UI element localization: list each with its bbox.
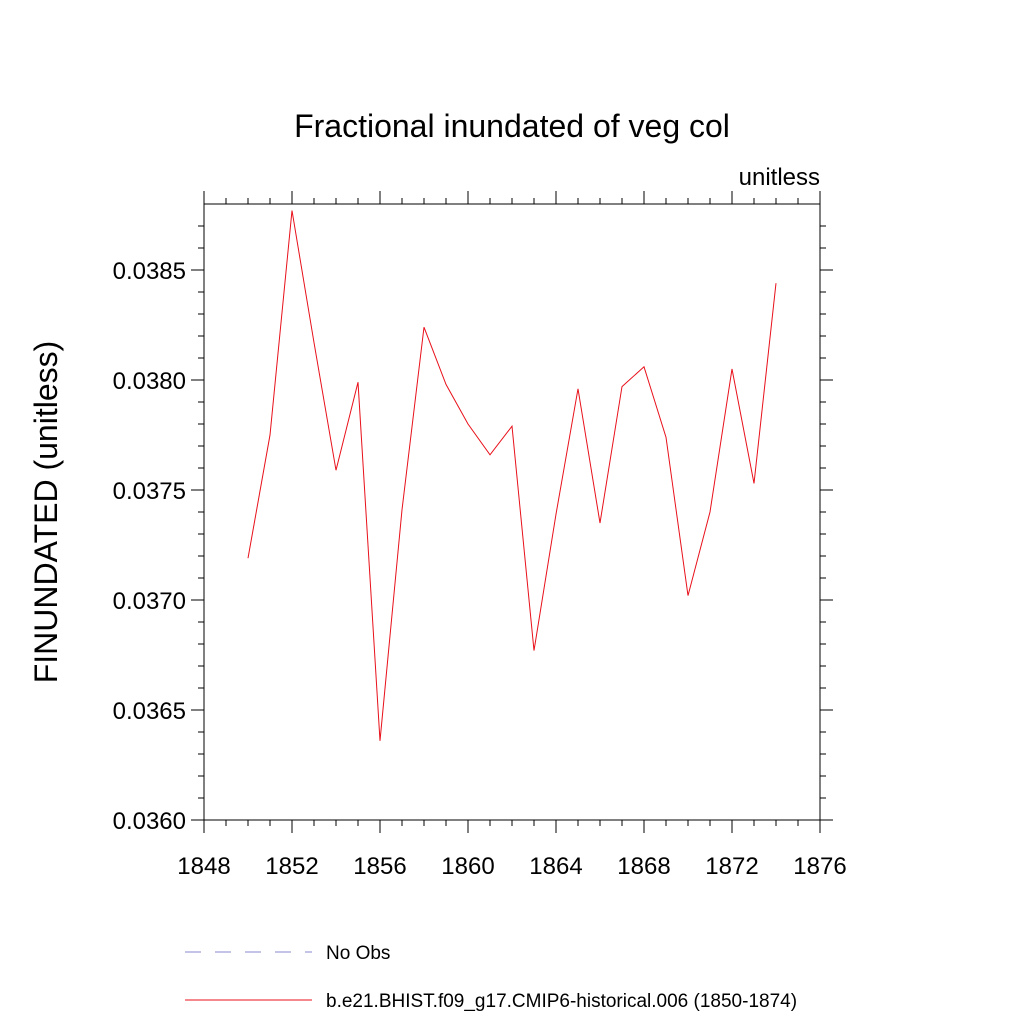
x-tick-label: 1868 (617, 853, 670, 880)
x-tick-label: 1872 (705, 853, 758, 880)
y-tick-label: 0.0380 (113, 368, 186, 395)
legend: No Obs b.e21.BHIST.f09_g17.CMIP6-historic… (185, 943, 797, 1012)
series-line (247, 210, 777, 741)
x-tick-label: 1856 (353, 853, 406, 880)
y-tick-label: 0.0365 (113, 698, 186, 725)
x-tick-label: 1852 (265, 853, 318, 880)
x-tick-label: 1876 (793, 853, 846, 880)
y-axis: 0.0360 0.0365 0.0370 0.0375 0.0380 0.0385 (113, 225, 833, 835)
y-tick-label: 0.0360 (113, 808, 186, 835)
series-layer (247, 210, 777, 741)
chart-title: Fractional inundated of veg col (294, 108, 730, 144)
y-tick-label: 0.0375 (113, 478, 186, 505)
plot-frame (203, 203, 821, 821)
legend-label: No Obs (326, 943, 390, 964)
units-label: unitless (739, 164, 820, 191)
y-tick-label: 0.0370 (113, 588, 186, 615)
y-tick-label: 0.0385 (113, 258, 186, 285)
x-tick-label: 1864 (529, 853, 582, 880)
y-axis-label: FINUNDATED (unitless) (28, 341, 64, 684)
x-tick-label: 1848 (177, 853, 230, 880)
x-axis: 1848 1852 1856 1860 1864 1868 1872 1876 (177, 191, 847, 880)
legend-label: b.e21.BHIST.f09_g17.CMIP6-historical.006… (326, 991, 797, 1012)
x-tick-label: 1860 (441, 853, 494, 880)
